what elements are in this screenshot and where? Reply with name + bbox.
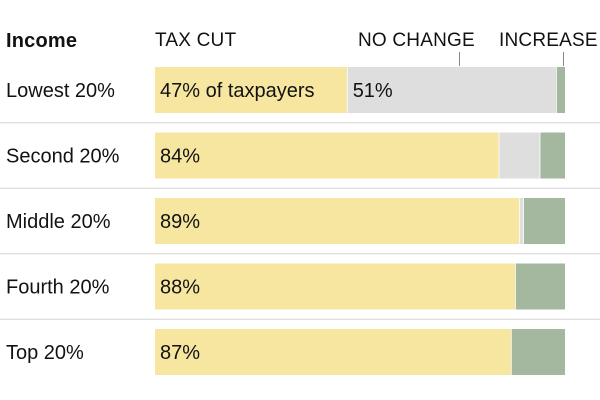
bar-segment [511,329,565,375]
bar-segment [155,329,512,375]
legend-tax-cut: TAX CUT [155,30,237,51]
legend-no-change: NO CHANGE [358,30,475,51]
data-label: 89% [160,211,200,233]
bar-segment [515,263,565,310]
data-label: 51% [353,80,393,102]
bar-segment [347,67,557,113]
legend-increase: INCREASE [499,30,598,51]
bar-segment [524,198,565,244]
bar-segment [155,263,516,310]
category-label: Second 20% [6,146,120,168]
row-header: Income [6,30,78,52]
bar-segment [499,132,541,179]
bar-segment [540,132,565,179]
category-label: Middle 20% [6,211,111,233]
category-label: Fourth 20% [6,277,110,299]
legend-tick-no-change [459,52,460,66]
bar-segment [155,198,520,244]
bar-segment [155,132,500,179]
bar-segment [155,67,348,113]
data-label: 87% [160,342,200,364]
category-label: Lowest 20% [6,80,115,102]
category-label: Top 20% [6,342,84,364]
legend-tick-increase [563,52,564,66]
bar-segment [556,67,565,113]
data-label: 47% of taxpayers [160,80,315,102]
bar-segment [519,198,524,244]
data-label: 84% [160,146,200,168]
data-label: 88% [160,277,200,299]
